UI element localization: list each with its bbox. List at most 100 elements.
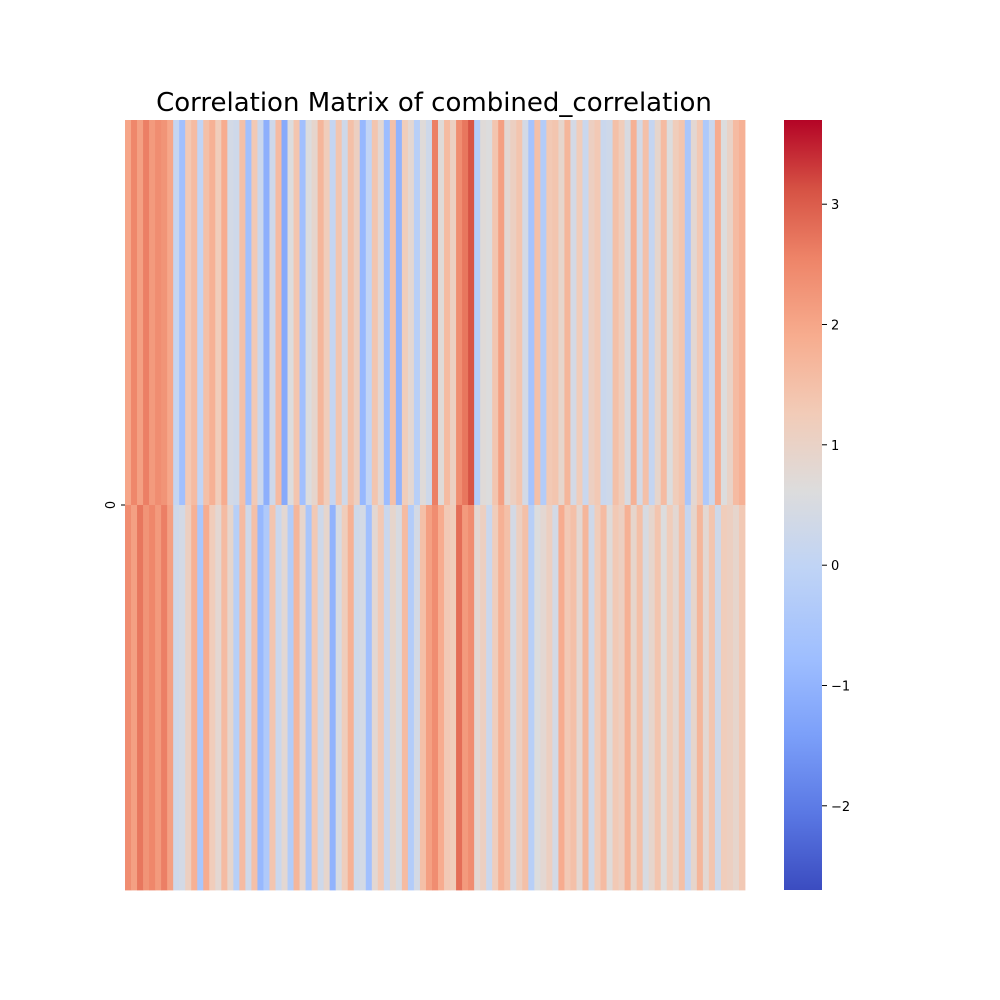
heatmap-cell [347,505,355,891]
heatmap-cell [456,505,463,891]
heatmap-cell [720,120,728,506]
heatmap-cell [492,120,499,506]
heatmap-cell [149,505,156,891]
heatmap-cell [486,120,493,506]
heatmap-cell [582,120,589,506]
heatmap-cell [714,505,722,891]
heatmap-cell [546,120,553,506]
heatmap-cell [624,505,632,891]
heatmap-cell [371,120,379,506]
colorbar-tick-label: 3 [831,198,839,213]
heatmap-cell [540,120,547,506]
heatmap-cell [588,120,595,506]
heatmap-cell [660,505,668,891]
heatmap-cell [606,505,613,891]
colorbar-tick-label: −1 [831,680,850,695]
heatmap-cell [389,505,397,891]
heatmap-cell [239,505,246,891]
heatmap-cell [498,505,505,891]
heatmap-cell [407,120,415,506]
heatmap-cell [462,505,469,891]
heatmap-cell [480,120,487,506]
heatmap-cell [155,120,162,506]
heatmap-cell [347,120,355,506]
heatmap-cell [540,505,547,891]
heatmap-cell [335,505,343,891]
heatmap-cell [359,505,367,891]
heatmap-cell [630,120,638,506]
colorbar-gradient [784,120,822,890]
heatmap-cell [425,505,433,891]
heatmap-cell [419,505,427,891]
heatmap-cell [582,505,589,891]
heatmap-cell [726,120,734,506]
heatmap-cell [371,505,379,891]
heatmap-cell [407,505,415,891]
heatmap-cell [341,120,349,506]
heatmap-cell [209,120,216,506]
heatmap-cell [528,505,535,891]
heatmap-cell [401,120,409,506]
heatmap-cell [468,505,475,891]
heatmap-cell [215,505,222,891]
heatmap-cell [648,505,656,891]
colorbar: 3 2 1 0 −1 −2 [784,120,850,890]
heatmap-cell [546,505,553,891]
heatmap-cell [522,505,529,891]
heatmap-cell [516,505,523,891]
heatmap-cell [299,505,306,891]
heatmap-cell [365,120,373,506]
heatmap-cell [377,505,385,891]
heatmap-cell [480,505,487,891]
heatmap-cell [600,120,607,506]
heatmap-cell [450,120,457,506]
heatmap-cell [383,505,391,891]
heatmap-cell [534,120,541,506]
heatmap-cell [516,120,523,506]
heatmap-cell [275,120,282,506]
heatmap-cell [690,505,698,891]
heatmap-cell [528,120,535,506]
heatmap-cell [702,120,710,506]
heatmap-cell [143,505,150,891]
colorbar-tick-label: 1 [831,439,839,454]
heatmap-cell [287,120,294,506]
heatmap-cell [431,505,439,891]
heatmap-cell [353,505,361,891]
heatmap-cell [726,505,734,891]
heatmap-cell [161,120,168,506]
heatmap-cell [732,505,740,891]
heatmap-cell [263,505,270,891]
heatmap-cell [738,505,746,891]
heatmap-cell [636,120,644,506]
heatmap-cell [269,120,276,506]
heatmap-cell [215,120,222,506]
heatmap-cell [594,505,601,891]
heatmap-cell [450,505,457,891]
heatmap-cell [257,505,264,891]
heatmap-cell [191,505,198,891]
heatmap-cell [137,505,144,891]
heatmap-cell [125,505,132,891]
heatmap-cell [275,505,282,891]
heatmap-cell [576,120,583,506]
heatmap-cell [257,120,264,506]
chart-title: Correlation Matrix of combined_correlati… [156,88,712,118]
heatmap-cell [672,120,680,506]
heatmap-cell [654,505,662,891]
heatmap-cell [438,120,445,506]
heatmap-cell [570,505,577,891]
heatmap-cell [462,120,469,506]
heatmap-cell [419,120,427,506]
heatmap-cell [678,505,686,891]
heatmap-cell [660,120,668,506]
heatmap-cell [311,505,319,891]
heatmap-cell [197,120,204,506]
heatmap-cell [425,120,433,506]
colorbar-tick-label: −2 [831,800,850,815]
heatmap-cell [293,120,300,506]
heatmap-cell [564,505,571,891]
heatmap-cell [474,120,481,506]
heatmap-cell [696,505,704,891]
